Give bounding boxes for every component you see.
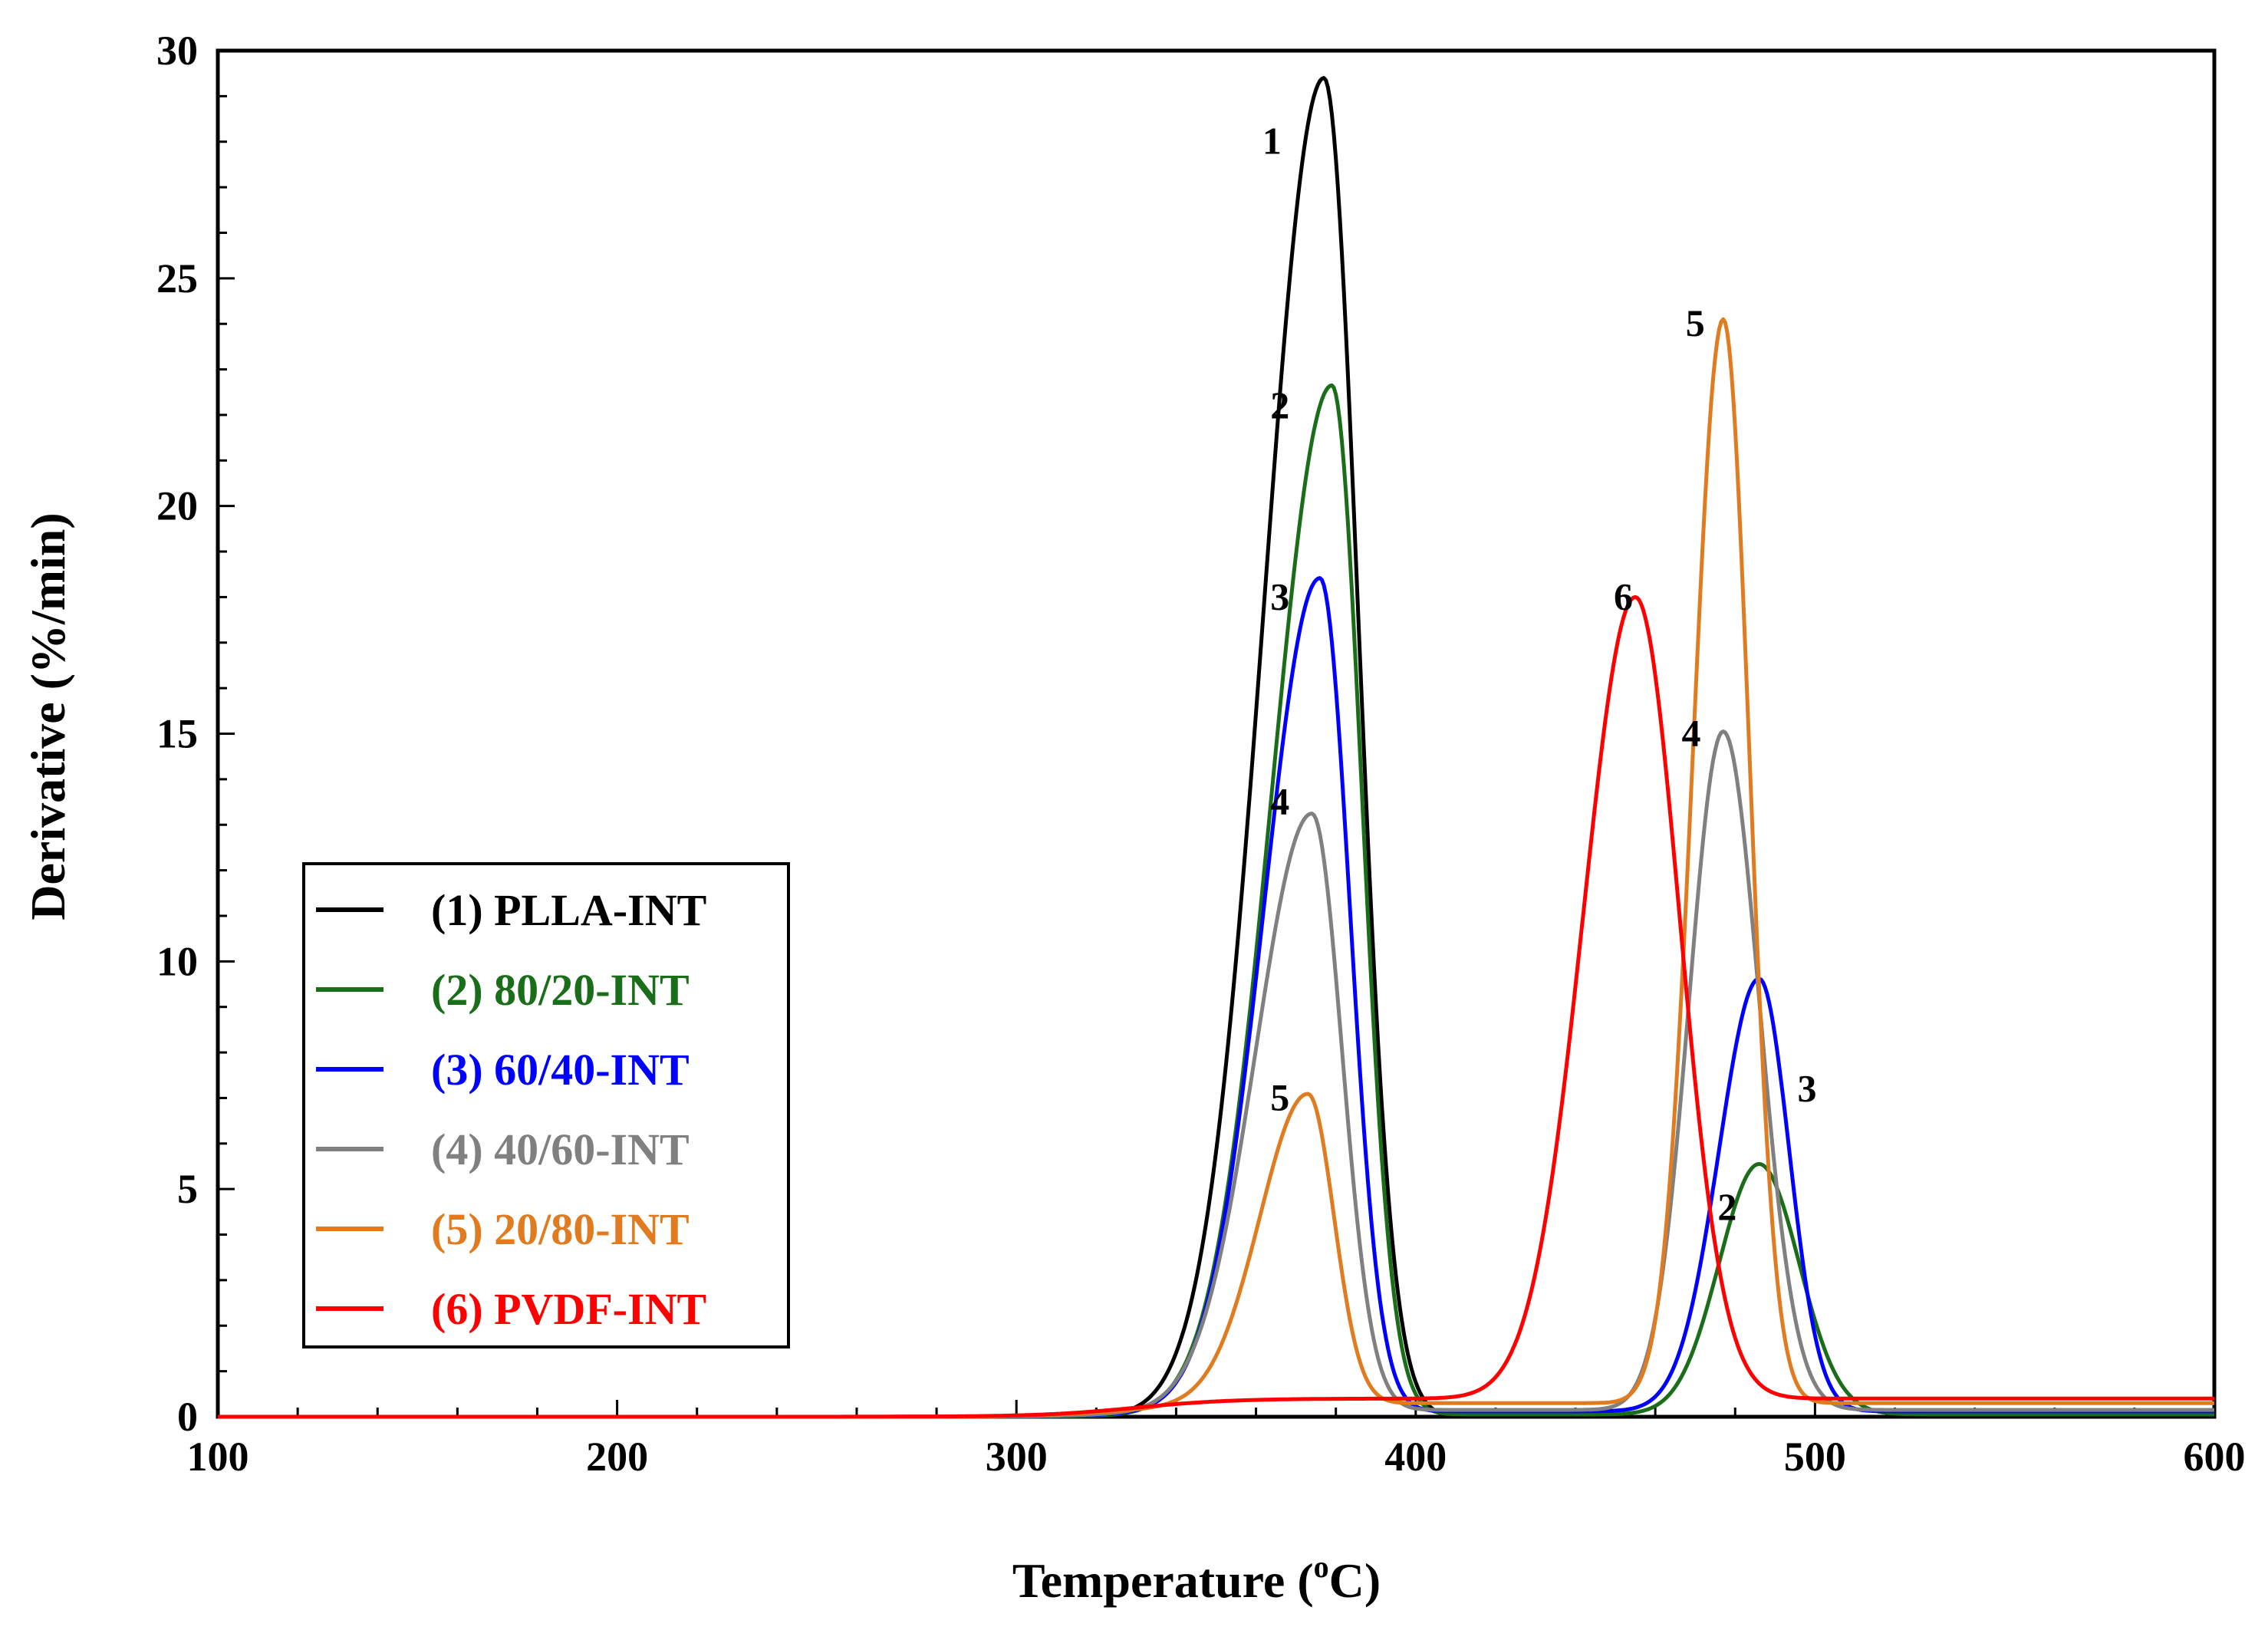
x-tick-label: 500 bbox=[1784, 1434, 1846, 1480]
legend-label: (1) PLLA-INT bbox=[431, 885, 706, 935]
y-axis-title: Derivative (%/min) bbox=[21, 512, 75, 920]
peak-label: 1 bbox=[1262, 120, 1282, 163]
peak-label: 2 bbox=[1270, 384, 1289, 426]
y-tick-label: 30 bbox=[156, 28, 198, 74]
peak-label: 5 bbox=[1686, 301, 1705, 344]
y-tick-label: 10 bbox=[156, 938, 198, 984]
x-tick-label: 300 bbox=[986, 1434, 1048, 1480]
peak-label: 2 bbox=[1717, 1185, 1736, 1228]
legend-label: (4) 40/60-INT bbox=[431, 1125, 690, 1174]
legend: (1) PLLA-INT (2) 80/20-INT (3) 60/40-INT (4… bbox=[302, 862, 790, 1348]
y-axis-tick-labels: 0 5 10 15 20 25 30 bbox=[156, 28, 198, 1440]
legend-label: (2) 80/20-INT bbox=[431, 965, 690, 1015]
peak-label: 4 bbox=[1682, 712, 1701, 755]
legend-label: (6) PVDF-INT bbox=[431, 1284, 706, 1334]
y-tick-label: 15 bbox=[156, 711, 198, 757]
x-tick-label: 600 bbox=[2184, 1434, 2246, 1480]
x-tick-label: 100 bbox=[187, 1434, 249, 1480]
series-line-6 bbox=[218, 594, 2214, 1419]
x-axis-title: Temperature (oC) bbox=[1012, 1549, 1381, 1608]
x-axis-tick-labels: 100 200 300 400 500 600 bbox=[187, 1434, 2246, 1480]
legend-label: (3) 60/40-INT bbox=[431, 1045, 690, 1095]
peak-label: 4 bbox=[1270, 780, 1289, 823]
legend-label: (5) 20/80-INT bbox=[431, 1204, 690, 1254]
peak-label: 3 bbox=[1270, 575, 1289, 617]
x-tick-label: 400 bbox=[1384, 1434, 1447, 1480]
peak-label: 3 bbox=[1797, 1067, 1816, 1110]
y-tick-label: 5 bbox=[177, 1166, 198, 1212]
x-tick-label: 200 bbox=[586, 1434, 648, 1480]
y-tick-label: 25 bbox=[156, 255, 198, 301]
peak-label: 6 bbox=[1614, 575, 1633, 617]
y-tick-label: 0 bbox=[177, 1394, 198, 1440]
peak-annotations: 1 2 3 4 5 5 6 4 3 2 bbox=[1262, 120, 1817, 1228]
series-group bbox=[218, 76, 2214, 1419]
peak-label: 5 bbox=[1270, 1075, 1289, 1118]
legend-box bbox=[302, 862, 790, 1348]
y-tick-label: 20 bbox=[156, 483, 198, 529]
